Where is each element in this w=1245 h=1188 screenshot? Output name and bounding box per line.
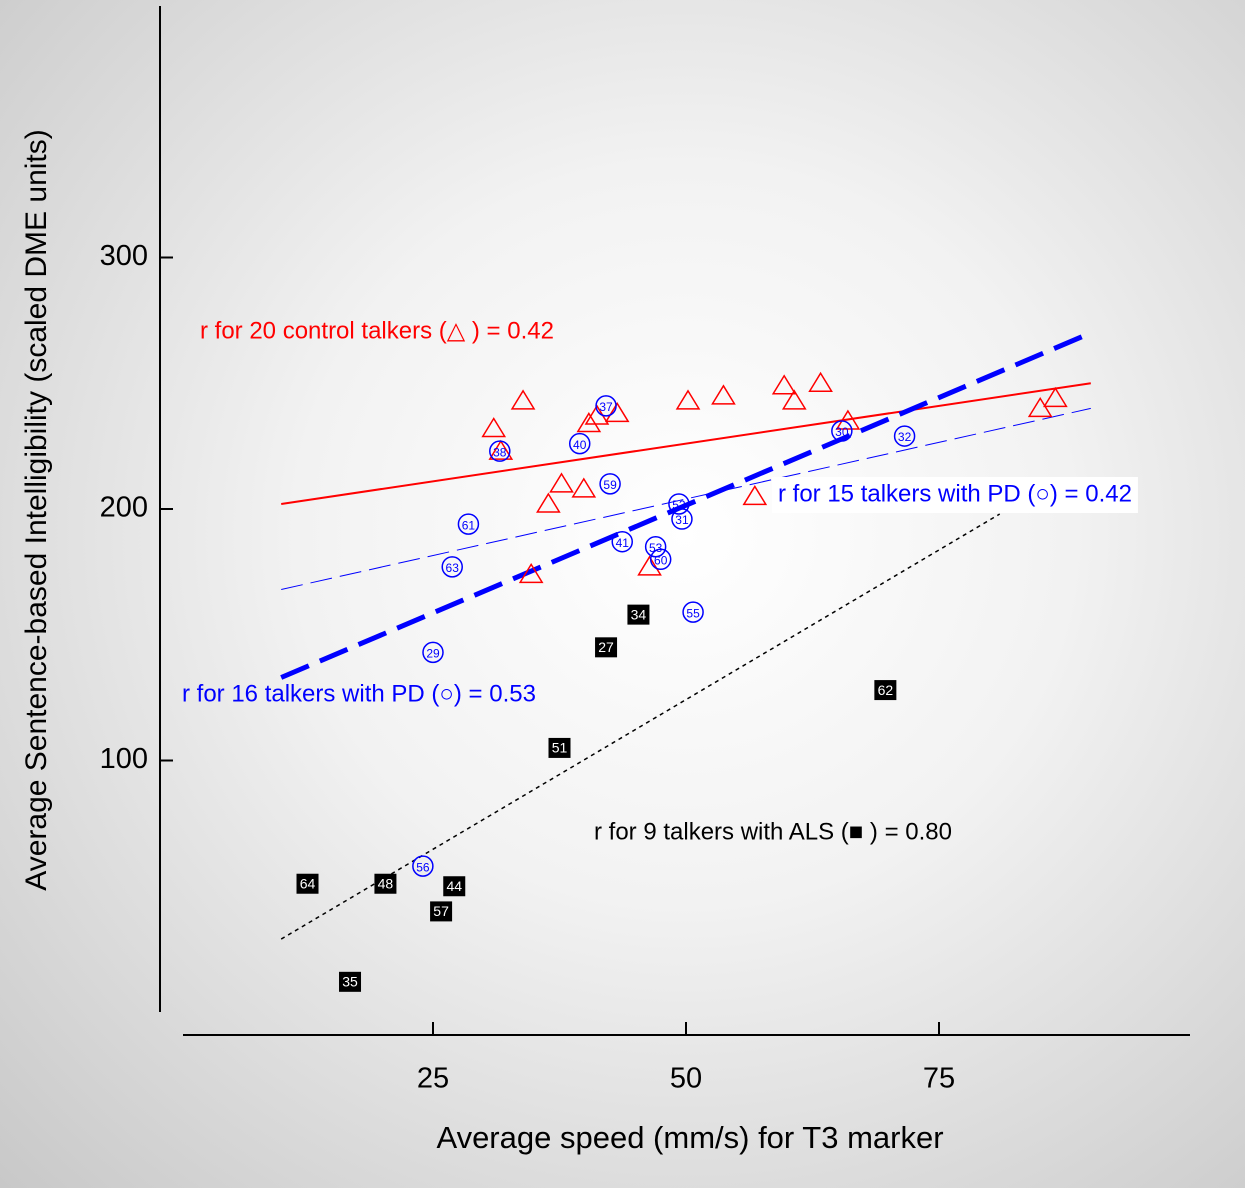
annotation: r for 15 talkers with PD (○) = 0.42 (778, 480, 1132, 507)
x-tick-label: 75 (923, 1063, 955, 1095)
y-tick-label: 200 (100, 492, 148, 524)
circle-marker (682, 601, 704, 623)
triangle-marker (576, 412, 602, 433)
circle-marker (568, 432, 591, 455)
square-marker (296, 873, 319, 894)
circle-marker (489, 440, 511, 462)
point-label: 41 (616, 536, 630, 550)
circle-marker (671, 508, 693, 530)
fit-line (280, 330, 1092, 680)
point-label: 62 (878, 682, 894, 698)
triangle-marker (835, 409, 861, 430)
circle-marker (412, 855, 434, 877)
square-marker (443, 876, 466, 897)
triangle-marker (1043, 386, 1068, 408)
triangle-marker (675, 389, 701, 410)
triangle-marker (771, 374, 797, 395)
circle-marker (644, 535, 667, 558)
y-tick-label: 100 (100, 743, 148, 775)
point-label: 60 (654, 553, 668, 567)
circle-marker (441, 556, 463, 578)
square-marker (548, 737, 571, 758)
point-label: 59 (603, 478, 617, 492)
annotation: r for 16 talkers with PD (○) = 0.53 (182, 680, 536, 707)
square-marker (627, 604, 650, 625)
annotation: r for 9 talkers with ALS (■ ) = 0.80 (594, 818, 952, 845)
point-label: 63 (446, 561, 460, 575)
triangle-marker (481, 417, 507, 438)
point-label: 53 (649, 541, 663, 555)
triangle-marker (604, 401, 630, 423)
triangle-marker (742, 484, 768, 506)
circle-marker (599, 473, 621, 495)
circle-marker (611, 530, 633, 553)
point-label: 29 (426, 647, 440, 661)
point-label: 31 (675, 513, 689, 527)
annotation-background (772, 477, 1138, 513)
y-tick-label: 300 (100, 240, 148, 272)
y-axis-label: Average Sentence-based Intelligibility (… (20, 129, 53, 891)
point-label: 44 (446, 878, 462, 894)
triangle-marker (549, 472, 574, 493)
point-label: 34 (631, 606, 647, 622)
circle-marker (893, 425, 916, 447)
triangle-marker (637, 555, 662, 576)
triangle-marker (571, 477, 597, 498)
point-label: 57 (433, 903, 449, 919)
point-label: 30 (835, 425, 849, 439)
triangle-marker (510, 389, 536, 410)
fit-line (281, 382, 1091, 505)
point-label: 51 (552, 740, 568, 756)
point-label: 40 (573, 438, 587, 452)
point-label: 38 (493, 445, 507, 459)
square-marker (339, 971, 362, 992)
point-label: 37 (599, 400, 613, 414)
square-marker (430, 901, 453, 922)
point-label: 27 (598, 639, 614, 655)
circle-marker (457, 513, 480, 535)
triangle-marker (808, 371, 833, 392)
point-label: 35 (342, 974, 358, 990)
triangle-marker (488, 439, 514, 460)
square-marker (874, 680, 897, 701)
fit-line (280, 513, 1001, 940)
triangle-marker (518, 562, 544, 584)
triangle-marker (711, 384, 736, 405)
circle-marker (831, 420, 853, 442)
circle-marker (595, 395, 617, 417)
point-label: 32 (898, 430, 912, 444)
triangle-marker (1027, 396, 1053, 418)
point-label: 48 (378, 875, 394, 891)
x-tick-label: 25 (417, 1063, 449, 1095)
x-tick-label: 50 (670, 1063, 702, 1095)
annotation: r for 20 control talkers (△ ) = 0.42 (200, 317, 554, 344)
square-marker (374, 873, 397, 894)
point-label: 64 (300, 875, 316, 891)
triangle-marker (781, 389, 807, 410)
point-label: 55 (686, 606, 700, 620)
circle-marker (422, 641, 444, 664)
fit-line (281, 407, 1091, 590)
square-marker (595, 637, 618, 658)
x-axis-label: Average speed (mm/s) for T3 marker (436, 1120, 943, 1155)
circle-marker (668, 493, 690, 515)
circle-marker (649, 548, 672, 571)
triangle-marker (536, 492, 561, 513)
point-label: 61 (462, 518, 476, 532)
point-label: 56 (416, 860, 430, 874)
